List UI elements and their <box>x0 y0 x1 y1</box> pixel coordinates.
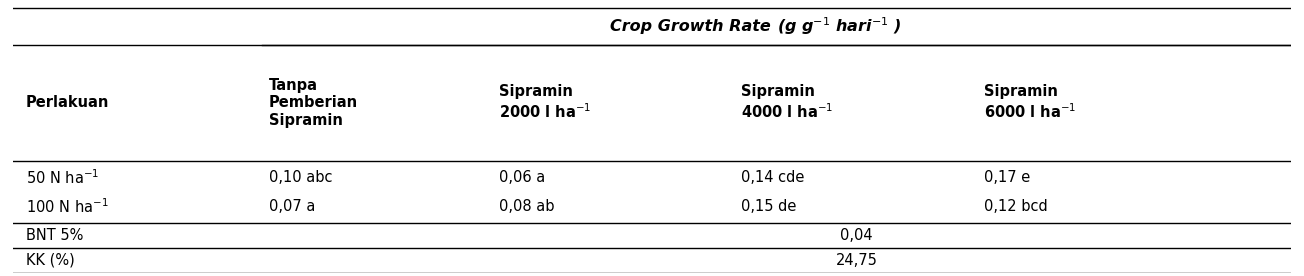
Text: 24,75: 24,75 <box>836 253 878 268</box>
Text: 50 N ha$^{-1}$: 50 N ha$^{-1}$ <box>26 168 99 187</box>
Text: Perlakuan: Perlakuan <box>26 95 110 110</box>
Text: BNT 5%: BNT 5% <box>26 228 83 243</box>
Text: 0,07 a: 0,07 a <box>269 199 316 214</box>
Text: Sipramin
6000 l ha$^{-1}$: Sipramin 6000 l ha$^{-1}$ <box>985 84 1077 121</box>
Text: 100 N ha$^{-1}$: 100 N ha$^{-1}$ <box>26 197 108 216</box>
Text: Tanpa
Pemberian
Sipramin: Tanpa Pemberian Sipramin <box>269 78 357 128</box>
Text: (g g$^{-1}$ hari$^{-1}$ ): (g g$^{-1}$ hari$^{-1}$ ) <box>777 15 901 37</box>
Text: Crop Growth Rate: Crop Growth Rate <box>610 19 777 34</box>
Text: Sipramin
4000 l ha$^{-1}$: Sipramin 4000 l ha$^{-1}$ <box>742 84 833 121</box>
Text: 0,04: 0,04 <box>840 228 872 243</box>
Text: 0,14 cde: 0,14 cde <box>742 170 805 185</box>
Text: 0,15 de: 0,15 de <box>742 199 797 214</box>
Text: Sipramin
2000 l ha$^{-1}$: Sipramin 2000 l ha$^{-1}$ <box>498 84 591 121</box>
Text: 0,10 abc: 0,10 abc <box>269 170 333 185</box>
Text: KK (%): KK (%) <box>26 253 74 268</box>
Text: 0,08 ab: 0,08 ab <box>498 199 554 214</box>
Text: 0,12 bcd: 0,12 bcd <box>985 199 1048 214</box>
Text: 0,06 a: 0,06 a <box>498 170 545 185</box>
Text: 0,17 e: 0,17 e <box>985 170 1030 185</box>
